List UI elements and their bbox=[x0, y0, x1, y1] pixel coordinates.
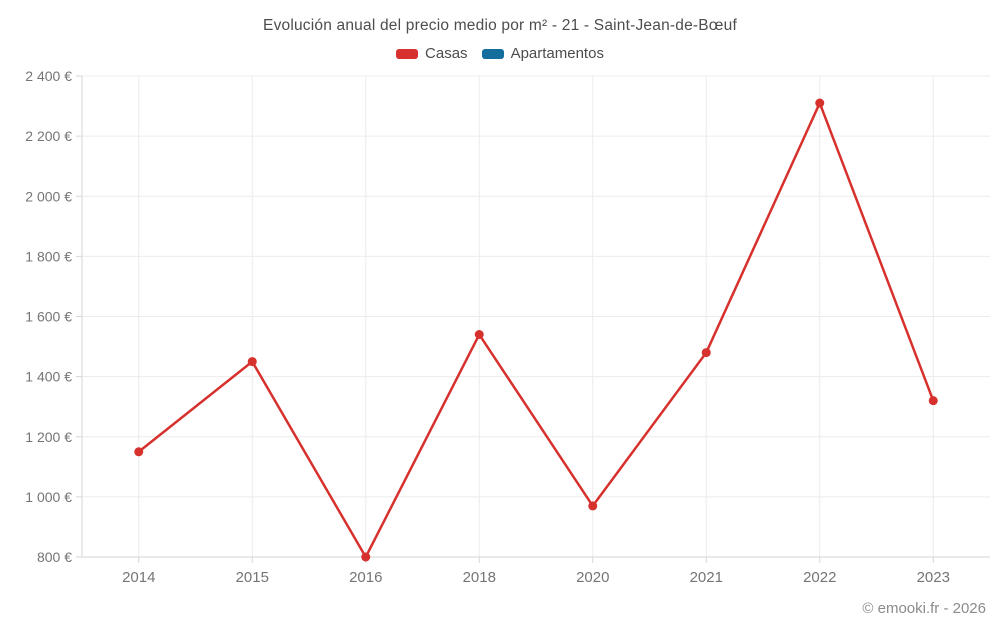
chart-legend: Casas Apartamentos bbox=[0, 45, 1000, 62]
legend-swatch-casas-icon bbox=[396, 48, 419, 59]
x-tick-label: 2016 bbox=[349, 569, 382, 586]
legend-label-apartamentos: Apartamentos bbox=[510, 45, 604, 62]
x-tick-label: 2023 bbox=[917, 569, 950, 586]
y-tick-label: 1 000 € bbox=[25, 489, 72, 505]
data-point-casas-2023 bbox=[928, 396, 938, 406]
legend-swatch-apartamentos-icon bbox=[481, 48, 504, 59]
copyright-watermark: © emooki.fr - 2026 bbox=[862, 600, 986, 617]
y-tick-label: 1 600 € bbox=[25, 309, 72, 325]
x-tick-label: 2020 bbox=[576, 569, 609, 586]
data-point-casas-2018 bbox=[474, 330, 484, 340]
x-tick-label: 2015 bbox=[236, 569, 269, 586]
chart-title: Evolución anual del precio medio por m² … bbox=[263, 17, 737, 34]
x-tick-label: 2014 bbox=[122, 569, 155, 586]
x-tick-label: 2018 bbox=[463, 569, 496, 586]
data-point-casas-2021 bbox=[701, 348, 711, 358]
legend-item-apartamentos: Apartamentos bbox=[481, 45, 604, 62]
y-tick-label: 1 400 € bbox=[25, 369, 72, 385]
data-point-casas-2014 bbox=[134, 447, 144, 457]
data-point-casas-2015 bbox=[247, 357, 257, 367]
y-tick-label: 2 000 € bbox=[25, 188, 72, 204]
data-point-casas-2020 bbox=[588, 501, 598, 511]
y-tick-label: 2 400 € bbox=[25, 68, 72, 84]
y-tick-label: 800 € bbox=[37, 549, 72, 565]
y-tick-label: 1 200 € bbox=[25, 429, 72, 445]
data-point-casas-2016 bbox=[361, 552, 371, 562]
legend-item-casas: Casas bbox=[396, 45, 468, 62]
series-line-casas bbox=[137, 101, 935, 559]
data-point-casas-2022 bbox=[815, 98, 825, 108]
y-tick-label: 1 800 € bbox=[25, 248, 72, 264]
x-tick-label: 2021 bbox=[690, 569, 723, 586]
y-tick-label: 2 200 € bbox=[25, 128, 72, 144]
x-tick-label: 2022 bbox=[803, 569, 836, 586]
legend-label-casas: Casas bbox=[425, 45, 468, 62]
